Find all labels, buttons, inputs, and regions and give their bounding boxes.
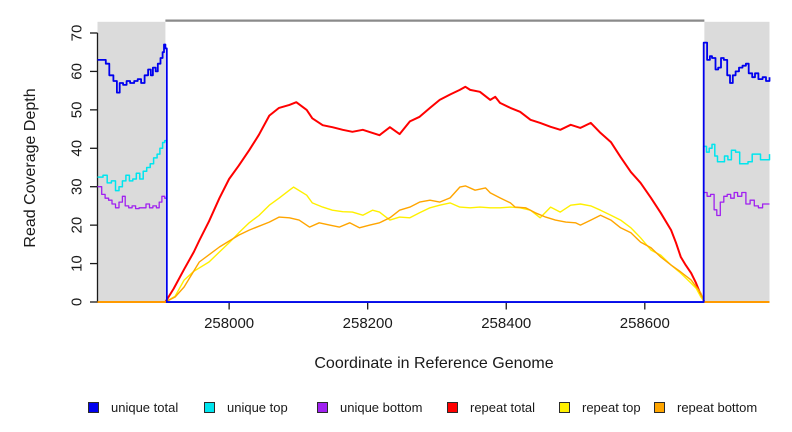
x-axis-title: Coordinate in Reference Genome [314, 355, 553, 372]
x-tick-label: 258000 [204, 315, 254, 332]
x-tick-label: 258200 [343, 315, 393, 332]
legend-label: unique total [111, 399, 179, 415]
y-axis-title: Read Coverage Depth [22, 88, 39, 247]
legend-label: repeat top [582, 399, 641, 415]
legend: unique total unique top unique bottom repea… [0, 397, 792, 419]
series-line-repeat-total [97, 85, 770, 303]
legend-swatch-repeat-top [559, 401, 570, 413]
y-tick-label: 50 [69, 102, 86, 119]
series-line-repeat-bottom [97, 185, 770, 303]
legend-swatch-repeat-total [447, 401, 458, 413]
legend-swatch-unique-total [88, 401, 99, 413]
y-tick-label: 60 [69, 63, 86, 80]
series-line-repeat-top [97, 186, 770, 303]
legend-item-repeat-top: repeat top [559, 397, 641, 417]
y-tick-label: 10 [69, 255, 86, 272]
legend-swatch-unique-bottom [317, 401, 328, 413]
chart-layer: 258000 258200 258400 258600 0 10 20 30 40 50 60 70 [69, 19, 771, 332]
y-tick-label: 0 [69, 298, 86, 306]
legend-item-unique-top: unique top [204, 397, 288, 417]
shaded-region-flank-right [704, 21, 770, 303]
y-tick-label: 30 [69, 178, 86, 195]
legend-item-repeat-bottom: repeat bottom [654, 397, 757, 417]
series-line-unique-total [97, 41, 771, 303]
x-tick-label: 258600 [620, 315, 670, 332]
legend-label: repeat bottom [677, 399, 758, 415]
legend-item-unique-bottom: unique bottom [317, 397, 422, 417]
legend-swatch-repeat-bottom [654, 401, 665, 413]
series-line-unique-bottom [97, 186, 770, 303]
y-tick-label: 20 [69, 217, 86, 234]
legend-label: unique top [227, 399, 288, 415]
legend-label: unique bottom [340, 399, 423, 415]
y-tick-label: 70 [69, 25, 86, 42]
legend-swatch-unique-top [204, 401, 215, 413]
legend-label: repeat total [470, 399, 536, 415]
legend-item-unique-total: unique total [88, 397, 178, 417]
series-line-unique-top [97, 139, 771, 303]
x-tick-label: 258400 [481, 315, 531, 332]
y-tick-label: 40 [69, 140, 86, 157]
legend-item-repeat-total: repeat total [447, 397, 535, 417]
